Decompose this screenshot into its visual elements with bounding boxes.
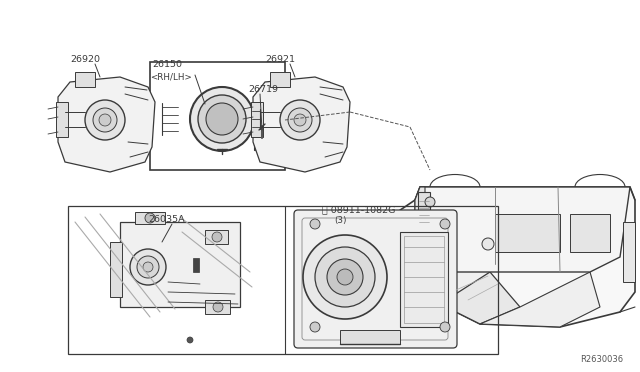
Text: R2630036: R2630036	[580, 355, 623, 364]
Circle shape	[294, 114, 306, 126]
Text: 26921: 26921	[265, 55, 295, 64]
Polygon shape	[415, 187, 630, 272]
Bar	[495, 214, 560, 252]
Circle shape	[303, 235, 387, 319]
Text: 26150: 26150	[152, 60, 182, 69]
Polygon shape	[415, 187, 425, 272]
Circle shape	[482, 238, 494, 250]
Circle shape	[440, 322, 450, 332]
Bar	[254, 138, 270, 150]
Text: 26035A: 26035A	[148, 215, 184, 224]
Bar	[570, 214, 610, 252]
Circle shape	[130, 249, 166, 285]
Bar	[193, 258, 199, 272]
Circle shape	[187, 337, 193, 343]
Circle shape	[93, 108, 117, 132]
Bar	[150, 62, 285, 170]
Polygon shape	[253, 77, 350, 172]
Bar	[340, 330, 400, 344]
Circle shape	[310, 219, 320, 229]
Polygon shape	[205, 300, 230, 314]
Text: 26920: 26920	[70, 55, 100, 64]
Bar	[418, 192, 430, 227]
Polygon shape	[270, 72, 290, 87]
Polygon shape	[415, 252, 490, 304]
Polygon shape	[480, 272, 600, 327]
FancyBboxPatch shape	[294, 210, 457, 348]
Circle shape	[425, 197, 435, 207]
Circle shape	[198, 95, 246, 143]
Circle shape	[422, 216, 438, 232]
Circle shape	[315, 247, 375, 307]
Text: (3): (3)	[334, 216, 346, 225]
Polygon shape	[110, 242, 122, 297]
Polygon shape	[205, 230, 228, 244]
Circle shape	[99, 114, 111, 126]
Circle shape	[212, 232, 222, 242]
Circle shape	[327, 259, 363, 295]
Circle shape	[337, 269, 353, 285]
Circle shape	[190, 87, 254, 151]
Text: 26719: 26719	[248, 85, 278, 94]
Circle shape	[213, 302, 223, 312]
Circle shape	[425, 219, 435, 229]
Circle shape	[288, 108, 312, 132]
Circle shape	[440, 219, 450, 229]
Text: Ⓝ 08911-1082G: Ⓝ 08911-1082G	[322, 205, 396, 214]
Text: <RH/LH>: <RH/LH>	[150, 72, 192, 81]
Bar	[623, 222, 635, 282]
Bar	[68, 206, 498, 354]
Polygon shape	[58, 77, 155, 172]
Bar	[404, 236, 444, 323]
Polygon shape	[251, 102, 263, 137]
Circle shape	[206, 103, 238, 135]
Circle shape	[143, 262, 153, 272]
Polygon shape	[440, 272, 520, 324]
Bar	[120, 222, 240, 307]
Polygon shape	[75, 72, 95, 87]
Circle shape	[310, 322, 320, 332]
Circle shape	[85, 100, 125, 140]
Circle shape	[137, 256, 159, 278]
Bar	[400, 232, 448, 327]
Polygon shape	[390, 187, 635, 327]
Polygon shape	[56, 102, 68, 137]
Circle shape	[280, 100, 320, 140]
Circle shape	[145, 213, 155, 223]
Polygon shape	[135, 212, 165, 224]
